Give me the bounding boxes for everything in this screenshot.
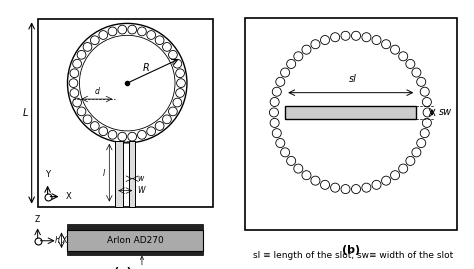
Bar bbox=[67, 229, 203, 251]
Text: Y: Y bbox=[45, 170, 50, 179]
Text: l: l bbox=[103, 169, 105, 178]
Bar bbox=[67, 251, 203, 254]
Bar bbox=[115, 141, 123, 207]
Text: h: h bbox=[55, 236, 60, 245]
Text: (b): (b) bbox=[342, 245, 360, 255]
Text: Arlon AD270: Arlon AD270 bbox=[107, 236, 164, 245]
Text: Ground Plane with Slot: Ground Plane with Slot bbox=[94, 256, 190, 269]
Text: w: w bbox=[137, 174, 144, 183]
Text: L: L bbox=[23, 108, 28, 118]
Text: sl: sl bbox=[349, 74, 357, 84]
Text: R: R bbox=[143, 63, 150, 73]
Text: d: d bbox=[94, 87, 99, 96]
Bar bbox=[129, 141, 135, 207]
Text: X: X bbox=[62, 236, 67, 245]
Text: Z: Z bbox=[35, 215, 40, 224]
Text: sl ≡ length of the slot, sw≡ width of the slot: sl ≡ length of the slot, sw≡ width of th… bbox=[253, 251, 453, 260]
Text: sw: sw bbox=[439, 107, 452, 118]
Text: W: W bbox=[137, 186, 145, 195]
Bar bbox=[67, 224, 203, 229]
Bar bbox=[285, 106, 416, 119]
Text: X: X bbox=[65, 192, 71, 201]
Text: (a): (a) bbox=[114, 267, 132, 269]
Bar bbox=[37, 19, 213, 207]
